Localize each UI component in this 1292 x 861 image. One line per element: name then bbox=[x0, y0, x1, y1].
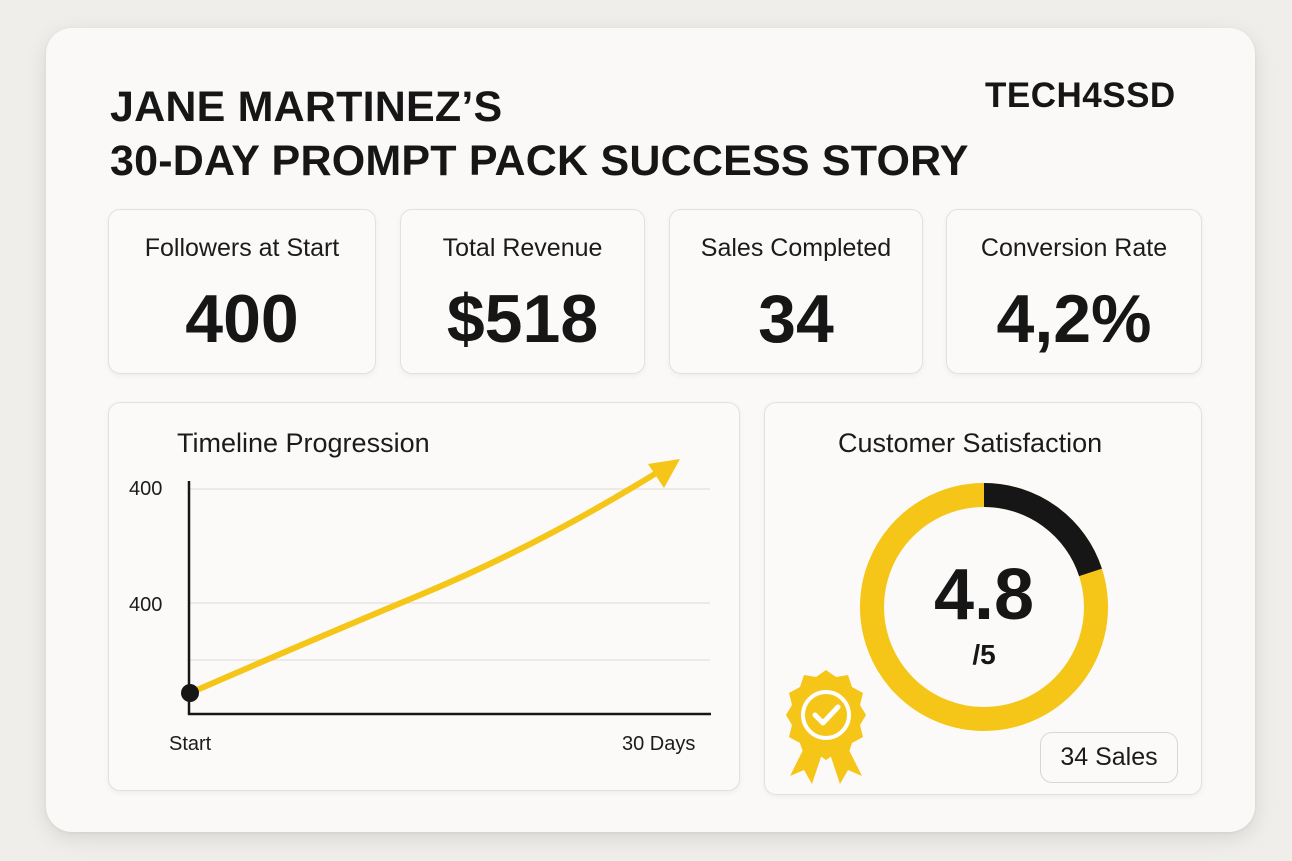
start-point bbox=[181, 684, 199, 702]
x-tick-start: Start bbox=[169, 733, 212, 755]
page-title: JANE MARTINEZ’S 30-DAY PROMPT PACK SUCCE… bbox=[110, 80, 969, 188]
rating-value: 4.8 bbox=[933, 555, 1035, 635]
x-tick-end: 30 Days bbox=[622, 733, 696, 755]
stat-card-sales: Sales Completed 34 bbox=[669, 209, 923, 374]
stat-label: Conversion Rate bbox=[980, 234, 1168, 262]
brand-logo-text: TECH4SSD bbox=[985, 76, 1176, 115]
stat-card-revenue: Total Revenue $518 bbox=[400, 209, 645, 374]
stat-label: Total Revenue bbox=[442, 234, 603, 262]
stat-value: 34 bbox=[758, 281, 834, 357]
rating-max: /5 bbox=[972, 639, 996, 670]
trend-line bbox=[187, 469, 661, 696]
stat-value: 400 bbox=[185, 281, 299, 357]
stat-value: 4,2% bbox=[996, 281, 1152, 357]
stat-card-conversion: Conversion Rate 4,2% bbox=[946, 209, 1202, 374]
stat-label: Sales Completed bbox=[700, 234, 892, 262]
y-tick-mid: 400 bbox=[129, 594, 163, 616]
award-ribbon-checkmark-icon bbox=[786, 670, 866, 784]
sales-count-badge: 34 Sales bbox=[1040, 732, 1178, 783]
title-line-1: JANE MARTINEZ’S bbox=[110, 83, 503, 131]
stat-value: $518 bbox=[446, 281, 599, 357]
title-line-2: 30-DAY PROMPT PACK SUCCESS STORY bbox=[110, 137, 969, 185]
satisfaction-title: Customer Satisfaction bbox=[838, 428, 1103, 458]
rating-center: 4.8 /5 bbox=[860, 483, 1108, 731]
ring-segment-dark bbox=[983, 483, 1102, 577]
timeline-title: Timeline Progression bbox=[177, 428, 430, 458]
arrow-up-right-icon bbox=[648, 459, 680, 488]
y-tick-top: 400 bbox=[129, 478, 163, 500]
stat-card-followers: Followers at Start 400 bbox=[108, 209, 376, 374]
stat-label: Followers at Start bbox=[144, 234, 340, 262]
